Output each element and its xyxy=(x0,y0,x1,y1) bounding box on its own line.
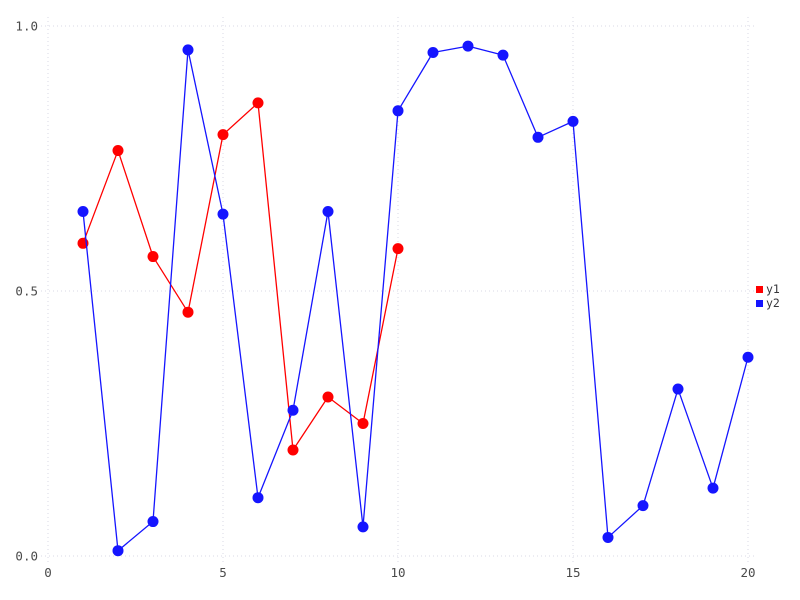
y2-point-16 xyxy=(602,531,614,543)
y2-point-9 xyxy=(357,521,369,533)
legend-label-y1: y1 xyxy=(766,282,780,296)
y2-point-13 xyxy=(497,49,509,61)
y2-point-5 xyxy=(217,208,229,220)
y2-point-8 xyxy=(322,206,334,217)
y2-line xyxy=(82,45,749,552)
y-tick-label-0.5: 0.5 xyxy=(15,284,38,299)
legend-item-y1: y1 xyxy=(756,283,780,296)
legend-label-y2: y2 xyxy=(766,296,780,310)
legend-item-y2: y2 xyxy=(756,297,780,310)
x-tick-label-10: 10 xyxy=(390,565,405,580)
y2-point-6 xyxy=(252,492,264,504)
y2-point-4 xyxy=(182,44,194,56)
y1-point-10 xyxy=(392,243,404,255)
y2-point-18 xyxy=(672,383,684,395)
y2-point-20 xyxy=(742,351,754,363)
y2-point-11 xyxy=(427,47,439,58)
y2-point-14 xyxy=(532,131,544,143)
y1-point-6 xyxy=(252,97,264,109)
y2-point-2 xyxy=(112,545,124,557)
y1-line xyxy=(82,102,399,451)
y1-point-5 xyxy=(217,129,229,141)
x-tick-label-0: 0 xyxy=(44,565,52,580)
legend-swatch-y2 xyxy=(756,300,763,307)
x-tick-label-20: 20 xyxy=(740,565,755,580)
y1-point-7 xyxy=(287,444,299,456)
legend: y1 y2 xyxy=(756,283,780,310)
y1-point-8 xyxy=(322,391,334,403)
y2-point-10 xyxy=(392,105,404,117)
y-tick-label-1.0: 1.0 xyxy=(15,19,38,34)
y2-point-15 xyxy=(567,115,579,127)
x-tick-label-15: 15 xyxy=(565,565,580,580)
y-tick-label-0.0: 0.0 xyxy=(15,549,38,564)
y1-point-9 xyxy=(357,418,369,429)
x-tick-label-5: 5 xyxy=(219,565,227,580)
y2-point-1 xyxy=(77,206,89,217)
legend-swatch-y1 xyxy=(756,286,763,293)
y2-point-3 xyxy=(147,516,159,528)
y2-point-17 xyxy=(637,500,649,512)
y1-point-3 xyxy=(147,251,159,263)
y2-point-7 xyxy=(287,404,299,416)
y1-point-2 xyxy=(112,145,124,157)
y2-point-19 xyxy=(707,482,719,494)
y2-point-12 xyxy=(462,40,474,52)
y1-point-4 xyxy=(182,306,194,318)
